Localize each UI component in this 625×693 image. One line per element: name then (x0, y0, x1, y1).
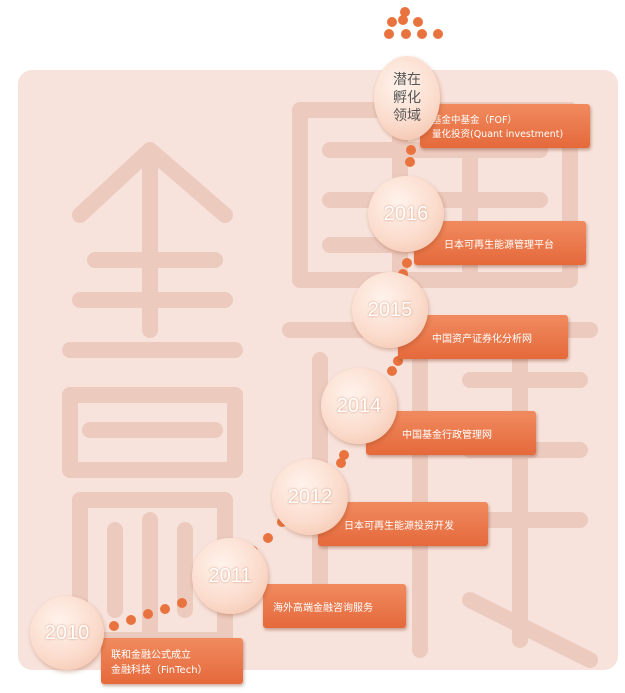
connector-dot (387, 17, 397, 27)
year-label: 2015 (367, 298, 413, 321)
connector-dot (406, 145, 416, 155)
incubation-box: 基金中基金（FOF） 量化投资(Quant investment) (420, 104, 590, 148)
connector-dot (160, 604, 170, 614)
connector-dot (393, 356, 403, 366)
year-label: 2014 (336, 394, 382, 417)
year-label: 2010 (44, 621, 90, 644)
milestone-box-2016: 日本可再生能源管理平台 (414, 221, 586, 265)
milestone-text: 日本可再生能源管理平台 (444, 239, 554, 251)
milestone-text: 中国资产证券化分析网 (432, 333, 532, 345)
connector-dot (339, 450, 349, 460)
milestone-text: 海外高端金融咨询服务 (273, 602, 373, 614)
connector-dot (143, 609, 153, 619)
connector-dot (109, 621, 119, 631)
connector-dot (387, 366, 397, 376)
milestone-box-2012: 日本可再生能源投资开发 (318, 502, 488, 546)
incubation-label-line: 孵化 (393, 90, 421, 106)
milestone-text: 联和金融公式成立 (111, 650, 191, 661)
milestone-text: 中国基金行政管理网 (402, 429, 492, 441)
milestone-text: 金融科技（FinTech） (111, 665, 208, 676)
year-label: 2016 (383, 202, 429, 225)
year-circle-2014: 2014 (321, 368, 397, 444)
connector-dot (402, 258, 412, 268)
connector-dot (263, 533, 273, 543)
year-label: 2012 (287, 485, 333, 508)
milestone-box-2011: 海外高端金融咨询服务 (263, 584, 406, 628)
connector-dot (400, 7, 410, 17)
incubation-text: 基金中基金（FOF） (432, 115, 517, 126)
year-circle-2010: 2010 (30, 596, 104, 670)
year-circle-2011: 2011 (192, 538, 268, 614)
connector-dot (433, 29, 443, 39)
incubation-label-line: 领域 (393, 108, 421, 124)
milestone-text: 日本可再生能源投资开发 (344, 520, 454, 532)
milestone-box-2015: 中国资产证券化分析网 (398, 315, 568, 359)
connector-dot (384, 29, 394, 39)
connector-dot (177, 598, 187, 608)
year-circle-2016: 2016 (368, 176, 444, 252)
milestone-box-2010: 联和金融公式成立 金融科技（FinTech） (101, 638, 243, 684)
connector-dot (417, 29, 427, 39)
connector-dot (398, 15, 408, 25)
connector-dot (413, 17, 423, 27)
connector-dot (405, 157, 415, 167)
year-label: 2011 (208, 564, 252, 587)
connector-dot (401, 29, 411, 39)
incubation-circle: 潜在 孵化 领域 (374, 56, 440, 140)
incubation-label-line: 潜在 (393, 72, 421, 88)
year-circle-2015: 2015 (352, 272, 428, 348)
incubation-text: 量化投资(Quant investment) (432, 129, 564, 140)
connector-dot (126, 615, 136, 625)
connector-dot (336, 458, 346, 468)
year-circle-2012: 2012 (272, 459, 348, 535)
